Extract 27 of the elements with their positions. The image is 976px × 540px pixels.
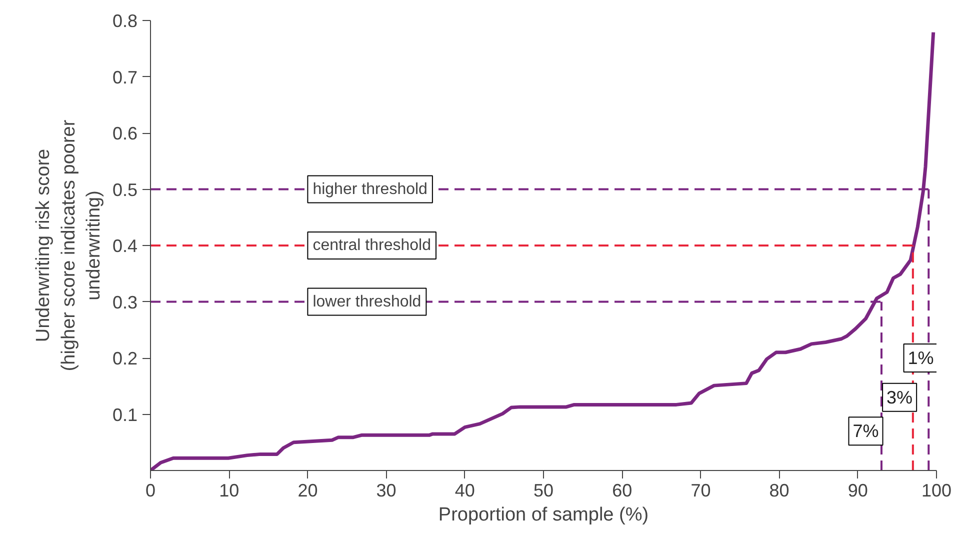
y-axis-title: Underwriting risk score (higher score indicates poorer underwriting) (33, 119, 104, 372)
y-tick-label: 0.6 (112, 124, 138, 144)
annotation: 7% (852, 421, 879, 442)
ref-line-label: higher threshold (312, 180, 428, 198)
y-tick-label: 0.3 (112, 292, 138, 312)
x-tick-label: 50 (533, 480, 554, 500)
x-tick-label: 80 (769, 480, 790, 500)
x-tick-label: 20 (298, 480, 318, 500)
ref-line-label: central threshold (312, 237, 431, 254)
y-tick-label: 0.7 (112, 67, 138, 88)
y-tick-label: 0.4 (112, 236, 138, 256)
x-tick-label: 90 (848, 480, 868, 500)
y-tick-label: 0.8 (112, 11, 138, 31)
x-tick-label: 30 (376, 480, 396, 500)
annotation: 1% (908, 348, 934, 368)
x-tick-label: 40 (454, 480, 475, 500)
x-tick-label: 100 (921, 480, 952, 500)
x-tick-label: 10 (219, 480, 240, 500)
x-tick-label: 60 (612, 480, 632, 500)
x-tick-label: 0 (145, 480, 156, 500)
y-tick-label: 0.2 (112, 348, 138, 368)
annotation: 3% (886, 387, 913, 408)
ref-line-label: lower threshold (312, 293, 422, 310)
y-tick-label: 0.5 (112, 180, 138, 200)
x-tick-label: 70 (690, 480, 711, 500)
y-tick-label: 0.1 (112, 404, 138, 425)
x-axis-title: Proportion of sample (%) (438, 504, 649, 526)
